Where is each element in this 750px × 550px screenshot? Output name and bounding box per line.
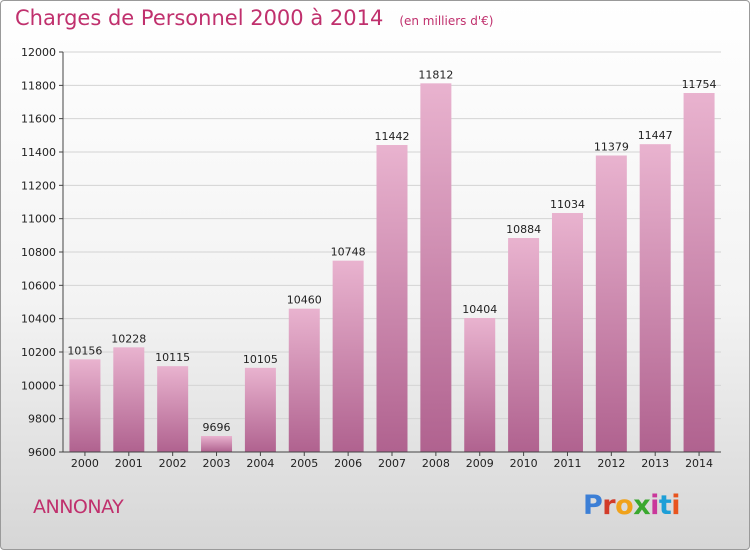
chart-title-text: Charges de Personnel 2000 à 2014	[15, 6, 384, 30]
axes: 9600 9800 10000 10200 10400 10600 10800 11000 11…	[21, 46, 721, 470]
x-tick-label: 2009	[466, 457, 494, 470]
x-tick-label: 2002	[159, 457, 187, 470]
x-tick-label: 2012	[597, 457, 625, 470]
bar-2002	[157, 366, 189, 452]
bar-2000	[69, 359, 101, 452]
bar-2012	[595, 155, 627, 452]
y-tick-label: 10200	[21, 346, 56, 359]
logo-letter: r	[602, 490, 616, 521]
value-labels: 10156 10228 10115 9696 10105 10460 10748 11442 1…	[67, 68, 716, 434]
city-name: ANNONAY	[33, 496, 124, 518]
x-tick-label: 2013	[641, 457, 669, 470]
x-tick-label: 2011	[553, 457, 581, 470]
logo-letter: i	[671, 490, 681, 521]
value-label: 10105	[243, 353, 278, 366]
x-tick-label: 2010	[510, 457, 538, 470]
logo-letter: o	[615, 490, 634, 521]
logo-letter: t	[658, 490, 672, 521]
y-tick-label: 12000	[21, 46, 56, 59]
value-label: 11379	[594, 141, 629, 154]
x-tick-label: 2004	[246, 457, 274, 470]
logo-letter: P	[583, 490, 603, 521]
bars	[69, 83, 715, 452]
value-label: 11447	[638, 129, 673, 142]
chart-title: Charges de Personnel 2000 à 2014 (en mill…	[15, 6, 493, 30]
proxiti-logo: Proxiti	[583, 490, 681, 521]
logo-letter: i	[650, 490, 659, 521]
value-label: 10228	[111, 332, 146, 345]
x-tick-label: 2008	[422, 457, 450, 470]
bar-2007	[376, 145, 408, 452]
bar-2013	[639, 144, 671, 452]
value-label: 10115	[155, 351, 190, 364]
y-tick-label: 10400	[21, 313, 56, 326]
value-label: 11754	[682, 78, 717, 91]
y-tick-label: 9800	[28, 413, 56, 426]
value-label: 10404	[462, 303, 497, 316]
y-tick-label: 10800	[21, 246, 56, 259]
x-tick-label: 2001	[115, 457, 143, 470]
x-tick-label: 2000	[71, 457, 99, 470]
bar-2001	[113, 347, 145, 452]
x-tick-label: 2005	[290, 457, 318, 470]
x-tick-label: 2014	[685, 457, 713, 470]
value-label: 10156	[67, 344, 102, 357]
x-tick-label: 2003	[203, 457, 231, 470]
bar-2009	[464, 318, 496, 452]
x-tick-label: 2007	[378, 457, 406, 470]
y-tick-label: 11800	[21, 79, 56, 92]
bar-2008	[420, 83, 452, 452]
value-label: 9696	[203, 421, 231, 434]
value-label: 11812	[418, 68, 453, 81]
value-label: 10884	[506, 223, 541, 236]
y-tick-label: 11200	[21, 179, 56, 192]
y-tick-label: 9600	[28, 446, 56, 459]
y-tick-label: 11000	[21, 213, 56, 226]
bar-2004	[244, 367, 276, 452]
value-label: 11442	[375, 130, 410, 143]
chart-unit: (en milliers d'€)	[399, 14, 494, 28]
y-tick-label: 11400	[21, 146, 56, 159]
y-tick-label: 10600	[21, 279, 56, 292]
value-label: 10748	[331, 246, 366, 259]
logo-letter: x	[633, 490, 651, 521]
bar-2014	[683, 93, 715, 452]
y-tick-label: 11600	[21, 113, 56, 126]
bar-2010	[508, 238, 540, 452]
value-label: 10460	[287, 294, 322, 307]
value-label: 11034	[550, 198, 585, 211]
bar-2005	[288, 308, 320, 452]
bar-2003	[201, 436, 233, 452]
y-tick-label: 10000	[21, 379, 56, 392]
bar-2011	[551, 213, 583, 452]
bar-2006	[332, 260, 364, 452]
x-tick-label: 2006	[334, 457, 362, 470]
